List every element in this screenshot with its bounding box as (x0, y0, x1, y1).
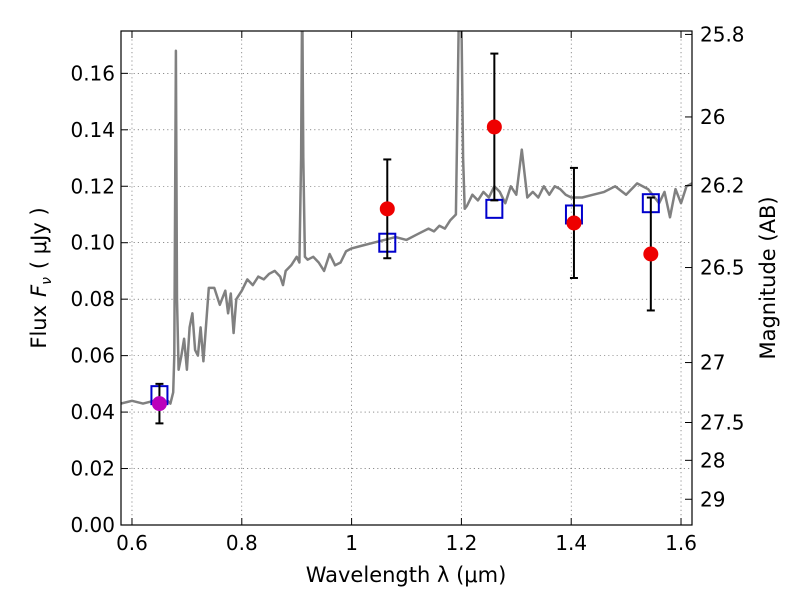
model-photometry-square (485, 198, 504, 219)
axis-ticks: 0.6 0.8 1 1.2 1.4 1.6 0.00 0.02 0.04 0.06 0.08 0.10… (70, 22, 744, 555)
y-tick-label: 0.16 (70, 61, 115, 85)
y2-tick-label: 25.8 (700, 22, 745, 46)
spectrum-line (121, 31, 692, 405)
y2-tick-label: 29 (700, 487, 725, 511)
y2-tick-label: 27.5 (700, 411, 745, 435)
observed-point (486, 119, 502, 135)
y-axis-label-symbol: F (27, 284, 51, 297)
y-axis-label-subscript: ν (39, 277, 55, 285)
observed-point (566, 215, 582, 231)
y2-tick-label: 26.2 (700, 174, 745, 198)
x-tick-label: 0.6 (116, 531, 148, 555)
y-tick-label: 0.02 (70, 457, 115, 481)
plot-data (121, 31, 692, 406)
y2-tick-label: 26 (700, 105, 725, 129)
y-tick-label: 0.06 (70, 344, 115, 368)
y-axis-label: Flux Fν ( μJy ) (27, 207, 55, 348)
x-tick-label: 1.6 (665, 531, 697, 555)
x-tick-label: 0.8 (226, 531, 258, 555)
y-axis-label-unit: ( μJy ) (27, 207, 51, 269)
y-tick-label: 0.12 (70, 174, 115, 198)
y2-tick-label: 28 (700, 448, 725, 472)
x-tick-label: 1.4 (555, 531, 587, 555)
x-tick-label: 1 (345, 531, 358, 555)
x-tick-label: 1.2 (445, 531, 477, 555)
y2-tick-label: 26.5 (700, 256, 745, 280)
error-bars (151, 52, 659, 425)
y-tick-label: 0.10 (70, 231, 115, 255)
y2-axis-label: Magnitude (AB) (756, 196, 780, 359)
y-tick-label: 0.04 (70, 400, 115, 424)
y-axis-label-prefix: Flux (27, 305, 51, 349)
y-tick-label: 0.14 (70, 118, 115, 142)
y-tick-label: 0.08 (70, 287, 115, 311)
observed-point (643, 246, 659, 262)
plot-frame (120, 30, 693, 526)
y-tick-label: 0.00 (70, 513, 115, 537)
grid (121, 31, 692, 526)
x-axis-label: Wavelength λ (μm) (306, 563, 507, 587)
observed-point (379, 201, 395, 217)
observed-point (151, 396, 167, 412)
y2-tick-label: 27 (700, 351, 725, 375)
